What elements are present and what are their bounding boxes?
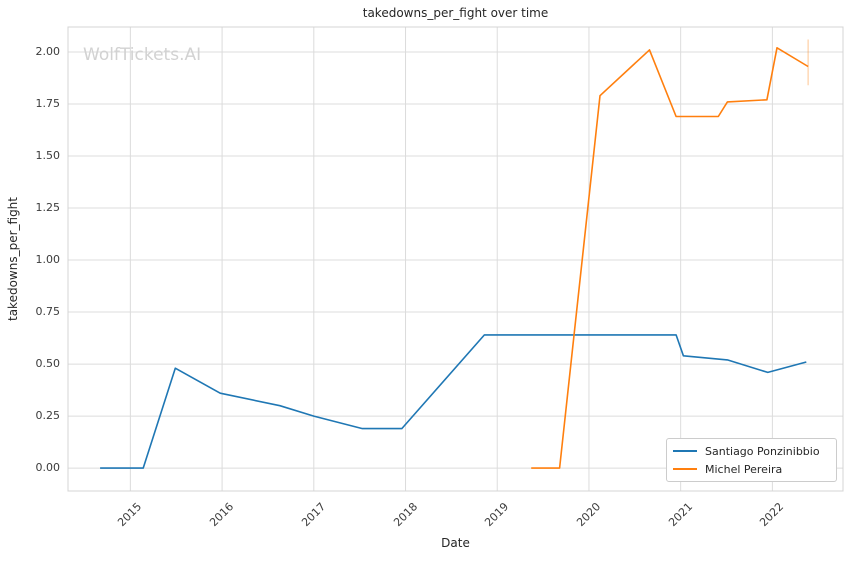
legend-line-swatch-blue [673,450,697,452]
y-tick-label: 0.50 [35,357,61,371]
series-line-1 [531,46,809,469]
chart-title: takedowns_per_fight over time [362,6,549,20]
y-tick-label: 1.25 [35,201,61,215]
y-tick-label: 1.50 [35,149,61,162]
y-tick-label: 0.00 [35,461,61,475]
y-tick-label: 1.75 [35,96,61,110]
legend-item-michel-pereira: Michel Pereira [673,463,830,476]
legend-label: Michel Pereira [705,462,783,476]
series-line-0 [100,334,807,469]
x-axis-label: Date [441,536,470,550]
legend-item-santiago-ponzinibbio: Santiago Ponzinibbio [673,445,830,458]
y-tick-label: 1.00 [35,253,61,267]
watermark: WolfTickets.AI [83,45,202,65]
y-tick-label: 2.00 [35,44,61,58]
legend-label: Santiago Ponzinibbio [705,444,820,458]
y-tick-label: 0.25 [35,409,61,423]
y-tick-label: 0.75 [35,305,61,319]
plot-border [67,26,844,492]
legend: Santiago Ponzinibbio Michel Pereira [666,438,837,482]
legend-line-swatch-orange [673,468,697,470]
